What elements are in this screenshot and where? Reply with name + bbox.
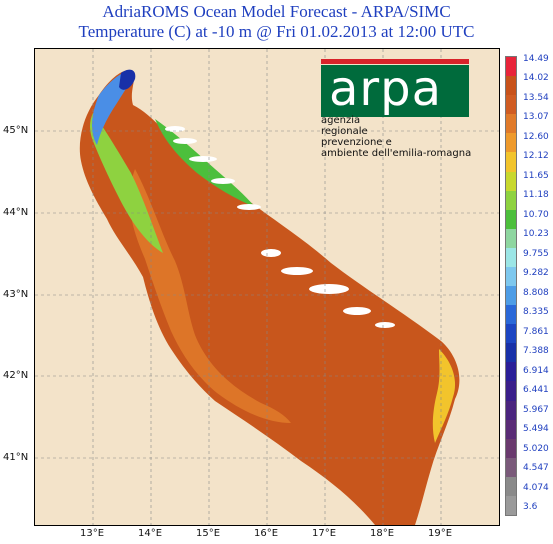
logo-tagline-3: prevenzione e bbox=[321, 137, 392, 148]
colorbar-segment bbox=[506, 152, 516, 172]
colorbar-label: 6.914 bbox=[523, 365, 549, 376]
colorbar-label: 11.65 bbox=[523, 170, 549, 181]
colorbar-segment bbox=[506, 57, 516, 77]
logo-red-bar bbox=[321, 59, 469, 64]
colorbar-segment bbox=[506, 362, 516, 382]
colorbar-label: 9.282 bbox=[523, 268, 549, 279]
colorbar-label: 6.441 bbox=[523, 385, 549, 396]
lon-label-16: 16°E bbox=[254, 528, 279, 539]
map-subtitle: Temperature (C) at -10 m @ Fri 01.02.201… bbox=[78, 22, 475, 41]
dalmatian-islands bbox=[165, 126, 395, 328]
colorbar-segment bbox=[506, 438, 516, 459]
colorbar-segment bbox=[506, 400, 516, 421]
logo-wordmark: arpa bbox=[329, 61, 443, 117]
lon-label-19: 19°E bbox=[428, 528, 453, 539]
forecast-map bbox=[34, 48, 500, 526]
lon-label-17: 17°E bbox=[312, 528, 337, 539]
island bbox=[165, 126, 185, 132]
map-title: AdriaROMS Ocean Model Forecast - ARPA/SI… bbox=[102, 2, 451, 21]
lat-label-43: 43°N bbox=[3, 289, 29, 300]
arpa-logo: arpa agenzia regionale prevenzione e amb… bbox=[321, 59, 472, 161]
colorbar-segment bbox=[506, 114, 516, 134]
island bbox=[261, 249, 281, 257]
adriatic-sea bbox=[79, 70, 460, 525]
coastal-cool-band bbox=[90, 113, 163, 253]
colorbar-label: 4.547 bbox=[523, 463, 549, 474]
lat-label-45: 45°N bbox=[3, 125, 29, 136]
colorbar-segment bbox=[506, 286, 516, 306]
logo-tagline-1: agenzia bbox=[321, 115, 361, 126]
lon-label-18: 18°E bbox=[370, 528, 395, 539]
island bbox=[211, 178, 235, 184]
colorbar-segment bbox=[506, 266, 516, 287]
colorbar-segment bbox=[506, 381, 516, 401]
colorbar-segment bbox=[506, 495, 516, 516]
temperature-colorbar bbox=[505, 56, 517, 516]
colorbar-label: 7.388 bbox=[523, 346, 549, 357]
logo-tagline-4: ambiente dell'emilia-romagna bbox=[321, 148, 472, 159]
colorbar-segment bbox=[506, 457, 516, 478]
colorbar-segment bbox=[506, 171, 516, 192]
coastal-warm-band bbox=[129, 169, 291, 423]
colorbar-segment bbox=[506, 76, 516, 96]
logo-tagline-2: regionale bbox=[321, 126, 368, 137]
island bbox=[237, 204, 261, 210]
colorbar-segment bbox=[506, 305, 516, 325]
colorbar-label: 8.335 bbox=[523, 307, 549, 318]
island bbox=[189, 156, 217, 162]
colorbar-label: 5.494 bbox=[523, 424, 549, 435]
colorbar-label: 5.967 bbox=[523, 404, 549, 415]
island bbox=[309, 284, 349, 294]
colorbar-label: 14.49 bbox=[523, 54, 549, 64]
logo-green-band bbox=[321, 65, 469, 117]
island bbox=[173, 138, 197, 144]
colorbar-segment bbox=[506, 476, 516, 497]
colorbar-label: 12.12 bbox=[523, 151, 549, 162]
island bbox=[375, 322, 395, 328]
colorbar-label: 3.6 bbox=[523, 502, 538, 512]
colorbar-label: 13.54 bbox=[523, 92, 549, 103]
colorbar-segment bbox=[506, 343, 516, 363]
colorbar-label: 12.60 bbox=[523, 131, 549, 142]
colorbar-segment bbox=[506, 190, 516, 211]
albania-coast-yellow bbox=[432, 349, 456, 443]
island bbox=[281, 267, 313, 275]
colorbar-label: 14.02 bbox=[523, 73, 549, 84]
colorbar-label: 11.18 bbox=[523, 190, 549, 201]
lon-label-14: 14°E bbox=[138, 528, 163, 539]
graticule bbox=[35, 49, 499, 525]
colorbar-label: 4.074 bbox=[523, 482, 549, 493]
colorbar-label: 9.755 bbox=[523, 248, 549, 259]
lon-label-15: 15°E bbox=[196, 528, 221, 539]
map-canvas bbox=[35, 49, 499, 525]
lat-label-42: 42°N bbox=[3, 370, 29, 381]
island bbox=[343, 307, 371, 315]
colorbar-label: 10.70 bbox=[523, 209, 549, 220]
colorbar-segment bbox=[506, 209, 516, 230]
colorbar-label: 7.861 bbox=[523, 326, 549, 337]
lat-label-44: 44°N bbox=[3, 207, 29, 218]
colorbar-label: 5.020 bbox=[523, 443, 549, 454]
colorbar-segment bbox=[506, 247, 516, 268]
lat-label-41: 41°N bbox=[3, 452, 29, 463]
colorbar-segment bbox=[506, 228, 516, 249]
lon-label-13: 13°E bbox=[80, 528, 105, 539]
colorbar-label: 10.23 bbox=[523, 229, 549, 240]
colorbar-segment bbox=[506, 95, 516, 115]
colorbar-label: 8.808 bbox=[523, 287, 549, 298]
gulf-of-trieste bbox=[119, 69, 136, 90]
colorbar-label: 13.07 bbox=[523, 112, 549, 123]
colorbar-segment bbox=[506, 324, 516, 344]
colorbar-segment bbox=[506, 133, 516, 153]
colorbar-segment bbox=[506, 419, 516, 440]
